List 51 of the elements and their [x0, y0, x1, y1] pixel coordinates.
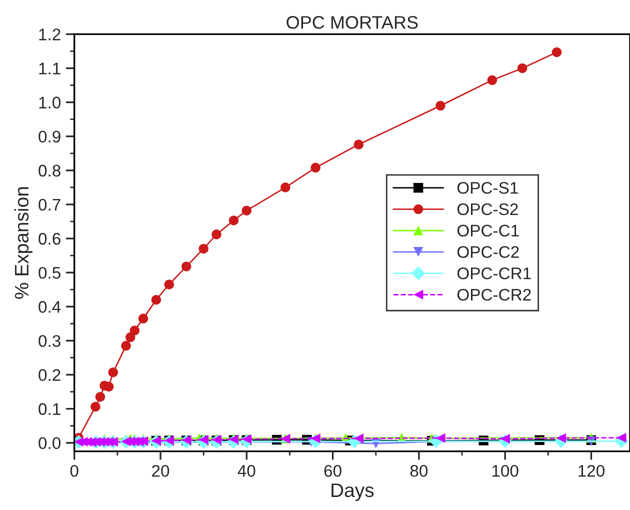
y-tick-label: 0.4 — [38, 301, 61, 313]
x-tick-label: 60 — [324, 464, 342, 477]
x-tick-label: 20 — [152, 464, 170, 477]
point — [552, 47, 562, 58]
legend-label: OPC-C2 — [457, 246, 519, 258]
y-axis-title: % Expansion — [14, 187, 32, 299]
y-tick-label: 0.0 — [38, 437, 60, 450]
point — [354, 140, 364, 150]
x-tick-label: 0 — [70, 464, 78, 477]
x-axis-title: Days — [332, 484, 374, 501]
y-tick-label: 0.1 — [38, 403, 60, 415]
y-tick-label: 0.2 — [38, 369, 60, 381]
legend-label: OPC-C1 — [457, 224, 519, 237]
y-tick-label: 0.3 — [38, 335, 60, 347]
y-tick-label: 1.2 — [39, 28, 60, 40]
x-tick-label: 80 — [410, 464, 428, 477]
point — [125, 332, 136, 342]
point — [242, 206, 252, 216]
point — [130, 326, 140, 336]
point — [181, 262, 192, 272]
point — [198, 244, 208, 254]
point — [138, 314, 148, 324]
legend-label: OPC-S1 — [457, 182, 518, 194]
y-tick-label: 0.5 — [38, 266, 60, 279]
y-tick-label: 0.6 — [38, 232, 60, 245]
y-tick-label: 1.1 — [39, 62, 60, 74]
point — [164, 280, 174, 290]
x-tick-label: 100 — [492, 464, 518, 477]
legend-label: OPC-CR1 — [457, 267, 531, 280]
x-tick-label: 120 — [578, 464, 604, 477]
point — [121, 340, 131, 351]
legend-label: OPC-CR2 — [457, 288, 531, 301]
y-tick-label: 1.0 — [39, 96, 60, 108]
point — [212, 230, 222, 240]
point — [104, 382, 114, 392]
y-tick-label: 0.8 — [38, 164, 60, 177]
point — [517, 63, 528, 74]
point — [108, 367, 118, 378]
point — [310, 162, 320, 173]
point — [487, 75, 498, 86]
point — [151, 294, 162, 305]
x-tick-label: 40 — [238, 464, 256, 477]
point — [228, 216, 239, 226]
y-tick-label: 0.7 — [38, 198, 60, 211]
legend-label: OPC-S2 — [457, 203, 518, 216]
y-tick-label: 0.9 — [38, 130, 60, 143]
chart-title: OPC MORTARS — [286, 16, 418, 29]
point — [95, 392, 106, 402]
point — [436, 100, 446, 111]
point — [280, 182, 290, 192]
point — [90, 402, 100, 412]
